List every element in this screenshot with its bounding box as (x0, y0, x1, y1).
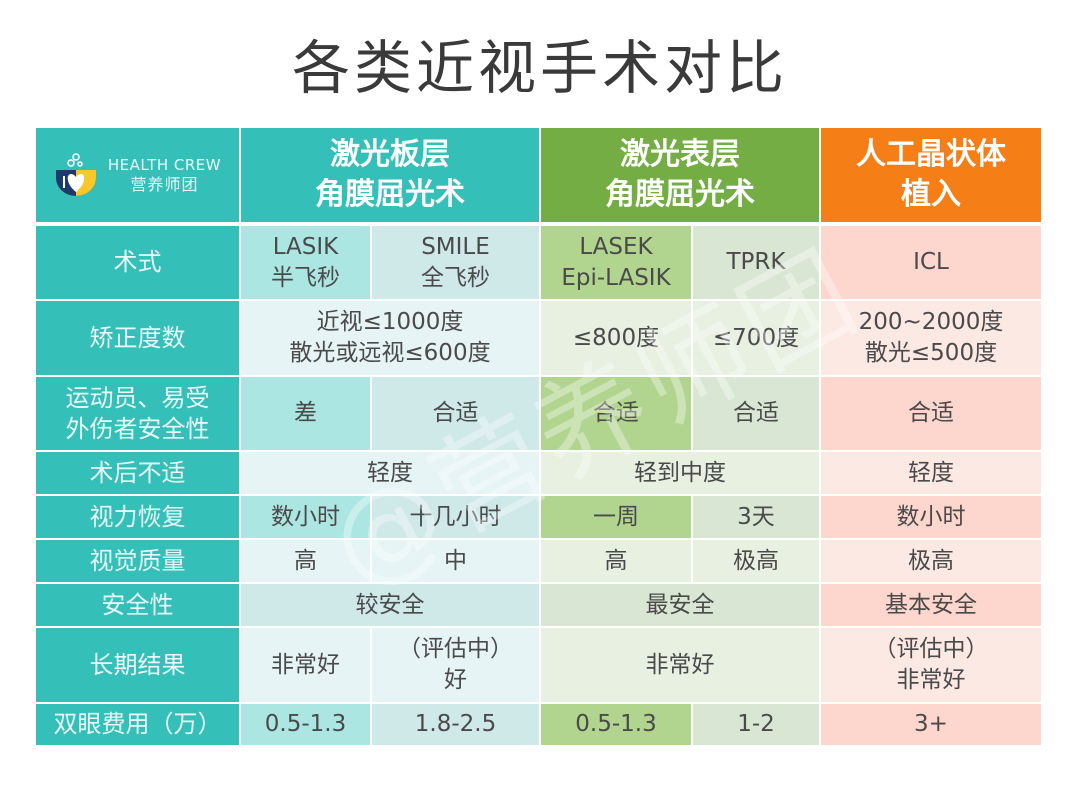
cell-longterm-icl: （评估中） 非常好 (821, 628, 1041, 702)
cell-quality-lasik: 高 (241, 540, 370, 582)
cell-method-icl: ICL (821, 226, 1041, 299)
cell-cost-tprk: 1-2 (693, 704, 819, 745)
cell-method-smile: SMILE 全飞秒 (372, 226, 539, 299)
row-label-recovery: 视力恢复 (36, 496, 239, 538)
row-label-longterm: 长期结果 (36, 628, 239, 702)
cell-discomfort-lamellar: 轻度 (241, 452, 539, 494)
cell-longterm-smile: （评估中） 好 (372, 628, 539, 702)
header-surface: 激光表层 角膜屈光术 (541, 128, 819, 222)
row-label-discomfort: 术后不适 (36, 452, 239, 494)
header-lamellar: 激光板层 角膜屈光术 (241, 128, 539, 222)
cell-recovery-icl: 数小时 (821, 496, 1041, 538)
cell-discomfort-icl: 轻度 (821, 452, 1041, 494)
bowl-heart-logo-icon (55, 153, 96, 196)
cell-athlete-lasek: 合适 (541, 377, 691, 450)
logo-text-en: HEALTH CREW (107, 155, 222, 174)
cell-cost-icl: 3+ (821, 704, 1041, 745)
cell-quality-tprk: 极高 (693, 540, 819, 582)
cell-correction-icl: 200~2000度 散光≤500度 (821, 301, 1041, 375)
row-label-athlete: 运动员、易受 外伤者安全性 (36, 377, 239, 450)
cell-athlete-tprk: 合适 (693, 377, 819, 450)
cell-longterm-surface: 非常好 (541, 628, 819, 702)
logo-text-cn: 营养师团 (130, 174, 199, 194)
cell-quality-smile: 中 (372, 540, 539, 582)
cell-quality-icl: 极高 (821, 540, 1041, 582)
cell-longterm-lasik: 非常好 (241, 628, 370, 702)
cell-method-tprk: TPRK (693, 226, 819, 299)
cell-cost-smile: 1.8-2.5 (372, 704, 539, 745)
row-label-safety: 安全性 (36, 584, 239, 626)
cell-method-lasik: LASIK 半飞秒 (241, 226, 370, 299)
logo-cell: HEALTH CREW 营养师团 (36, 128, 239, 222)
cell-athlete-smile: 合适 (372, 377, 539, 450)
cell-discomfort-surface: 轻到中度 (541, 452, 819, 494)
header-icl: 人工晶状体 植入 (821, 128, 1041, 222)
cell-correction-tprk: ≤700度 (693, 301, 819, 375)
cell-cost-lasek: 0.5-1.3 (541, 704, 691, 745)
cell-method-lasek: LASEK Epi-LASIK (541, 226, 691, 299)
logo: HEALTH CREW 营养师团 (54, 152, 221, 198)
cell-safety-icl: 基本安全 (821, 584, 1041, 626)
cell-recovery-tprk: 3天 (693, 496, 819, 538)
row-label-cost: 双眼费用（万） (36, 704, 239, 745)
cell-correction-lasek: ≤800度 (541, 301, 691, 375)
cell-safety-surface: 最安全 (541, 584, 819, 626)
page-title: 各类近视手术对比 (291, 34, 788, 102)
cell-safety-lamellar: 较安全 (241, 584, 539, 626)
cell-athlete-icl: 合适 (821, 377, 1041, 450)
row-label-quality: 视觉质量 (36, 540, 239, 582)
cell-athlete-lasik: 差 (241, 377, 370, 450)
cell-cost-lasik: 0.5-1.3 (241, 704, 370, 745)
row-label-method: 术式 (36, 226, 239, 299)
cell-quality-lasek: 高 (541, 540, 691, 582)
cell-correction-lamellar: 近视≤1000度 散光或远视≤600度 (241, 301, 539, 375)
row-label-correction: 矫正度数 (36, 301, 239, 375)
cell-recovery-lasik: 数小时 (241, 496, 370, 538)
cell-recovery-lasek: 一周 (541, 496, 691, 538)
cell-recovery-smile: 十几小时 (372, 496, 539, 538)
